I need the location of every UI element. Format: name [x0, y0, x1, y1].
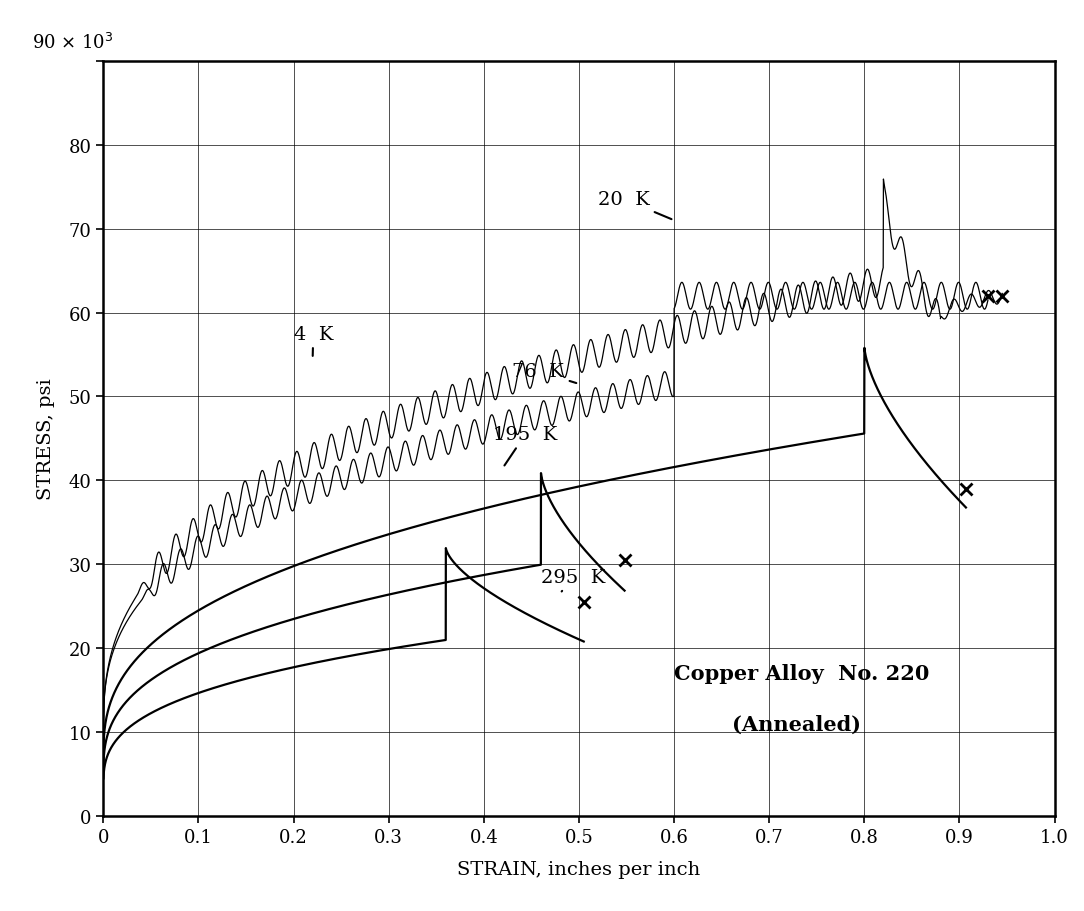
Text: 295  K: 295 K: [541, 568, 605, 592]
Text: 195  K: 195 K: [493, 425, 557, 466]
X-axis label: STRAIN, inches per inch: STRAIN, inches per inch: [457, 860, 700, 878]
Text: Copper Alloy  No. 220: Copper Alloy No. 220: [674, 664, 929, 683]
Y-axis label: STRESS, psi: STRESS, psi: [37, 378, 54, 500]
Text: 4  K: 4 K: [294, 325, 333, 356]
Text: 76  K: 76 K: [513, 363, 577, 384]
Text: 90 $\times$ 10$^3$: 90 $\times$ 10$^3$: [33, 33, 114, 53]
Text: (Annealed): (Annealed): [674, 714, 861, 734]
Text: 20  K: 20 K: [598, 191, 671, 220]
